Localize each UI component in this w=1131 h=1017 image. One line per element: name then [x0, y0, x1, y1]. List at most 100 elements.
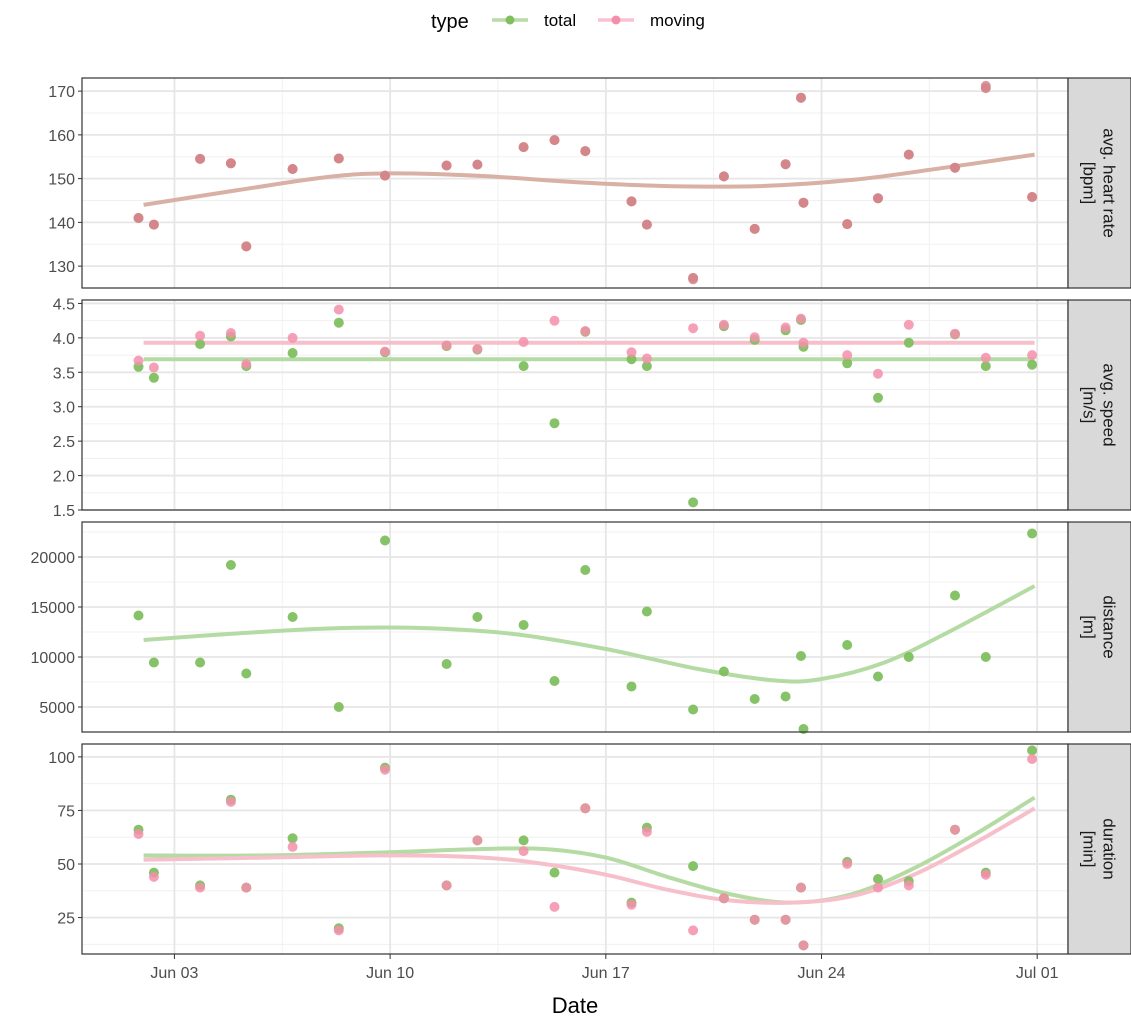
- data-point-moving: [195, 882, 206, 893]
- data-point-moving: [798, 337, 809, 348]
- data-point-total: [241, 668, 252, 679]
- smooth-line-total: [143, 795, 1036, 905]
- strip-label-line: avg. speed: [1100, 363, 1119, 446]
- data-point-total: [549, 676, 560, 686]
- data-point-moving: [380, 346, 390, 357]
- data-point-total: [842, 640, 853, 650]
- data-point-moving: [518, 142, 529, 153]
- strip-label-line: avg. heart rate: [1100, 128, 1119, 238]
- data-point-moving: [549, 315, 560, 326]
- x-tick-label: Jun 24: [797, 965, 845, 982]
- facet-strip: [1067, 743, 1131, 955]
- strip-label-line: [min]: [1080, 831, 1099, 868]
- data-point-moving: [641, 826, 652, 837]
- panel-0: 130 140 150 160 170 avg. heart rate[bpm]: [48, 77, 1131, 289]
- x-tick-label: Jun 10: [366, 965, 414, 982]
- data-point-total: [148, 657, 159, 668]
- data-point-moving: [718, 319, 729, 330]
- y-tick-label: 5000: [39, 700, 75, 717]
- data-point-moving: [780, 322, 791, 333]
- data-point-total: [518, 835, 529, 846]
- data-point-total: [626, 681, 637, 692]
- data-point-total: [688, 704, 699, 715]
- data-point-moving: [796, 92, 806, 103]
- data-point-moving: [903, 319, 914, 330]
- facet-strip-label: avg. heart rate[bpm]: [1080, 128, 1119, 238]
- legend-label-moving: moving: [650, 11, 705, 30]
- legend-key-point-moving: [611, 15, 621, 25]
- data-point-moving: [950, 162, 960, 173]
- data-point-moving: [980, 80, 991, 91]
- data-point-total: [903, 652, 914, 662]
- data-point-moving: [798, 940, 809, 951]
- data-point-moving: [225, 158, 236, 169]
- data-point-total: [518, 620, 529, 630]
- data-point-total: [873, 874, 883, 884]
- data-point-moving: [688, 925, 699, 936]
- data-point-total: [780, 691, 791, 702]
- data-point-moving: [842, 219, 853, 230]
- data-point-moving: [148, 362, 159, 373]
- legend-title: type: [431, 11, 469, 33]
- legend-label-total: total: [544, 11, 576, 30]
- data-point-total: [688, 497, 699, 508]
- legend: type total moving: [431, 11, 705, 33]
- y-tick-label: 130: [48, 259, 75, 276]
- data-point-moving: [749, 332, 760, 343]
- facet-strip: [1067, 521, 1131, 733]
- data-point-moving: [641, 219, 652, 230]
- data-point-moving: [980, 869, 991, 880]
- data-point-moving: [241, 359, 252, 369]
- data-point-moving: [873, 882, 883, 893]
- data-point-total: [333, 317, 344, 328]
- data-point-total: [287, 348, 298, 358]
- strip-label-line: [bpm]: [1080, 162, 1099, 205]
- data-point-moving: [133, 355, 144, 366]
- y-tick-label: 75: [57, 803, 75, 820]
- data-point-moving: [472, 159, 483, 170]
- data-point-moving: [380, 764, 390, 775]
- data-point-moving: [980, 352, 991, 363]
- data-point-moving: [287, 164, 298, 174]
- data-point-moving: [287, 841, 298, 852]
- data-point-total: [287, 612, 298, 622]
- data-point-total: [287, 833, 298, 844]
- data-point-moving: [133, 829, 144, 839]
- data-point-moving: [148, 219, 159, 230]
- data-point-moving: [626, 347, 637, 358]
- data-point-moving: [441, 340, 452, 351]
- data-point-moving: [780, 159, 791, 170]
- data-point-total: [626, 354, 637, 365]
- data-point-total: [980, 652, 991, 662]
- data-point-moving: [441, 160, 452, 171]
- data-point-total: [950, 590, 960, 601]
- y-tick-label: 2.0: [53, 469, 75, 486]
- data-point-moving: [333, 153, 344, 164]
- y-tick-label: 2.5: [53, 434, 75, 451]
- data-point-total: [873, 392, 883, 403]
- data-point-moving: [718, 893, 729, 904]
- legend-key-point-total: [505, 15, 515, 25]
- data-point-total: [1027, 745, 1038, 756]
- smooth-line-moving: [143, 806, 1036, 905]
- data-point-total: [580, 565, 591, 575]
- data-point-moving: [950, 824, 960, 835]
- panel-3: 25 50 75 100 duration[min]: [48, 743, 1131, 955]
- panel-1: 1.5 2.0 2.5 3.0 3.5 4.0 4.5 avg. speed[m/s]: [53, 296, 1131, 520]
- data-point-moving: [241, 882, 252, 893]
- data-point-moving: [241, 241, 252, 252]
- data-point-total: [195, 657, 206, 668]
- data-point-moving: [718, 171, 729, 182]
- data-point-moving: [195, 153, 206, 164]
- data-point-moving: [780, 914, 791, 925]
- y-tick-label: 15000: [31, 600, 76, 617]
- strip-label-line: [m]: [1080, 615, 1099, 639]
- data-point-moving: [333, 925, 344, 936]
- data-point-total: [980, 361, 991, 372]
- smooth-line-total: [143, 584, 1036, 684]
- y-tick-label: 160: [48, 128, 75, 145]
- data-point-moving: [749, 914, 760, 925]
- data-point-total: [133, 610, 144, 621]
- data-point-moving: [903, 149, 914, 160]
- y-tick-label: 150: [48, 172, 75, 189]
